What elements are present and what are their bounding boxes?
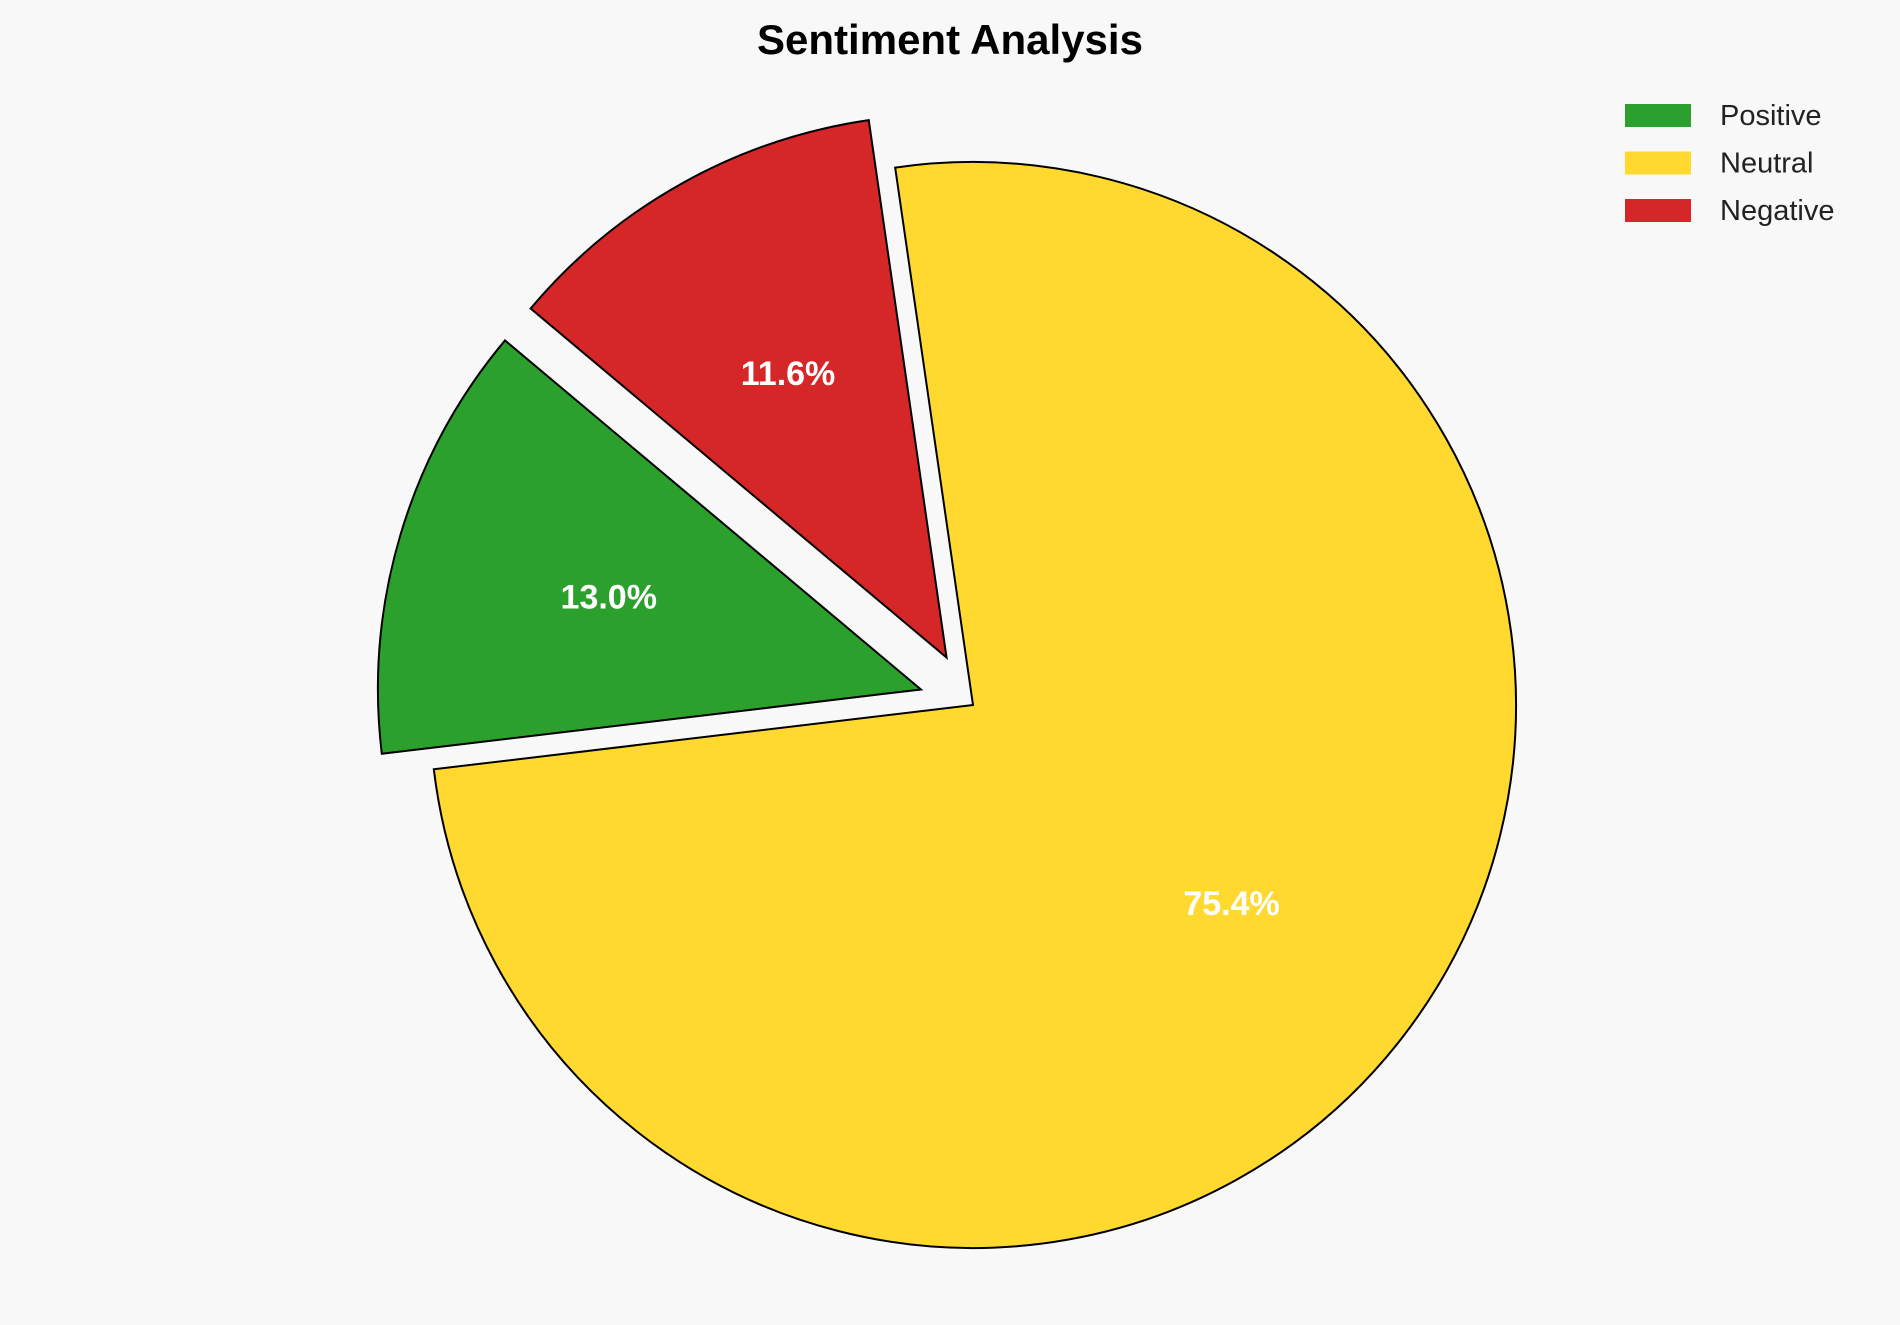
legend-swatch-positive [1625, 104, 1691, 127]
legend: Positive Neutral Negative [1625, 100, 1834, 227]
legend-label-neutral: Neutral [1720, 148, 1814, 180]
legend-label-positive: Positive [1720, 100, 1822, 132]
legend-label-negative: Negative [1720, 195, 1834, 227]
legend-swatch-negative [1625, 199, 1691, 222]
slice-label-neutral: 75.4% [1183, 885, 1279, 923]
legend-swatch-neutral [1625, 151, 1691, 175]
pie-slice-positive [377, 339, 924, 755]
slice-label-negative: 11.6% [741, 355, 836, 393]
pie-slice-negative [529, 119, 948, 661]
pie-slice-neutral [432, 161, 1517, 1249]
chart-title: Sentiment Analysis [757, 16, 1143, 63]
slice-label-positive: 13.0% [561, 578, 657, 616]
